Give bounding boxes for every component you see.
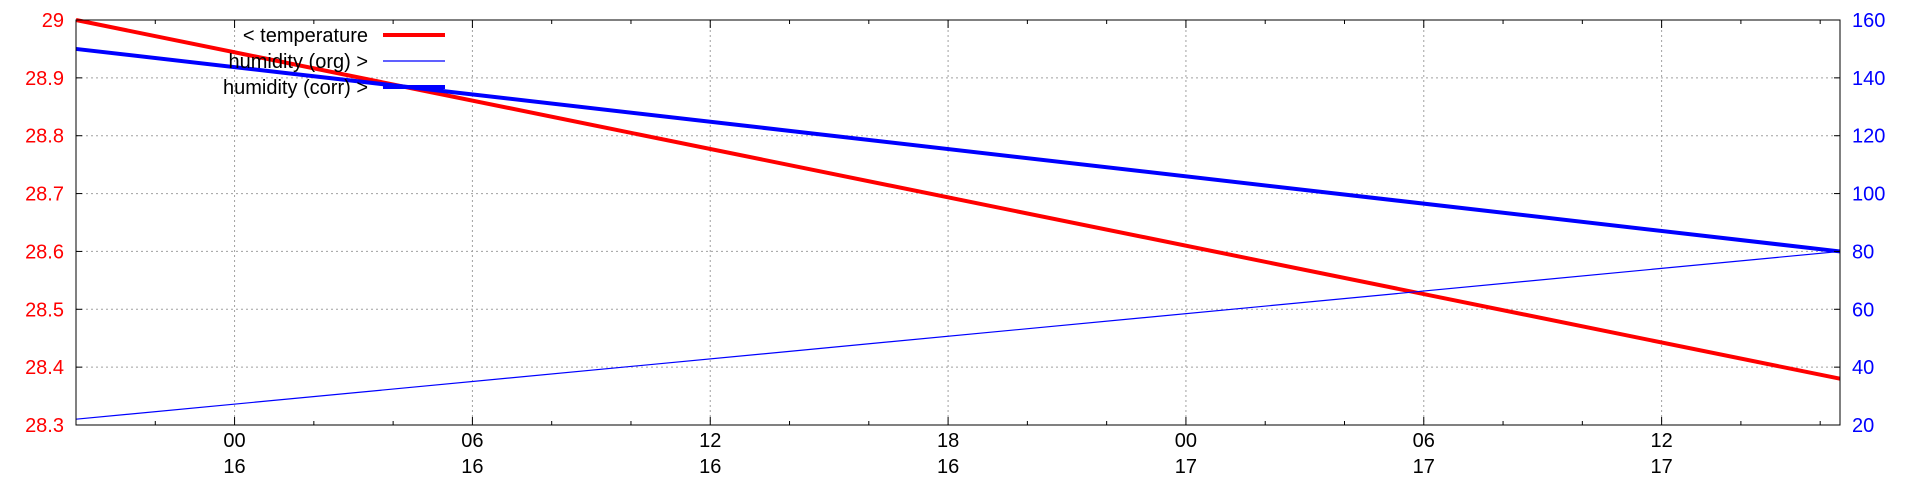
x-tick-label-day: 16 xyxy=(461,456,483,478)
legend: < temperature humidity (org) > humidity (c… xyxy=(223,25,445,99)
y-left-tick-label: 29 xyxy=(42,10,64,32)
legend-label: humidity (org) > xyxy=(229,51,369,73)
y-right-tick-label: 100 xyxy=(1852,184,1885,206)
series-line xyxy=(75,250,1841,420)
y-left-tick-label: 28.5 xyxy=(25,299,64,321)
x-tick-label-day: 16 xyxy=(937,456,959,478)
x-tick-label-day: 17 xyxy=(1413,456,1435,478)
y-right-tick-label: 20 xyxy=(1852,415,1874,437)
series-layer xyxy=(75,18,1841,420)
plot-border xyxy=(75,19,1841,426)
x-tick-label-time: 18 xyxy=(937,430,959,452)
x-tick-label-day: 16 xyxy=(223,456,245,478)
x-tick-label-time: 00 xyxy=(223,430,245,452)
legend-label: < temperature xyxy=(243,25,368,47)
x-tick-label-day: 17 xyxy=(1175,456,1197,478)
y-right-tick-label: 40 xyxy=(1852,357,1874,379)
y-left-tick-label: 28.7 xyxy=(25,184,64,206)
y-left-tick-label: 28.9 xyxy=(25,68,64,90)
x-tick-label-time: 12 xyxy=(699,430,721,452)
y-left-tick-label: 28.8 xyxy=(25,126,64,148)
series-line xyxy=(75,18,1841,381)
axis-layer: 00 16 06 16 12 16 18 16 00 17 06 17 12 17 29 28.9 28.8 28… xyxy=(25,10,1885,478)
x-tick-label-time: 12 xyxy=(1650,430,1672,452)
y-right-tick-label: 80 xyxy=(1852,241,1874,263)
y-right-tick-label: 60 xyxy=(1852,299,1874,321)
y-right-tick-label: 160 xyxy=(1852,10,1885,32)
x-tick-label-time: 06 xyxy=(461,430,483,452)
x-tick-label-day: 17 xyxy=(1650,456,1672,478)
series-line xyxy=(75,46,1841,254)
y-right-tick-label: 140 xyxy=(1852,68,1885,90)
y-right-tick-label: 120 xyxy=(1852,126,1885,148)
y-left-tick-label: 28.4 xyxy=(25,357,64,379)
y-left-tick-label: 28.3 xyxy=(25,415,64,437)
x-tick-label-day: 16 xyxy=(699,456,721,478)
x-tick-label-time: 00 xyxy=(1175,430,1197,452)
legend-label: humidity (corr) > xyxy=(223,77,368,99)
y-left-tick-label: 28.6 xyxy=(25,241,64,263)
x-tick-label-time: 06 xyxy=(1413,430,1435,452)
